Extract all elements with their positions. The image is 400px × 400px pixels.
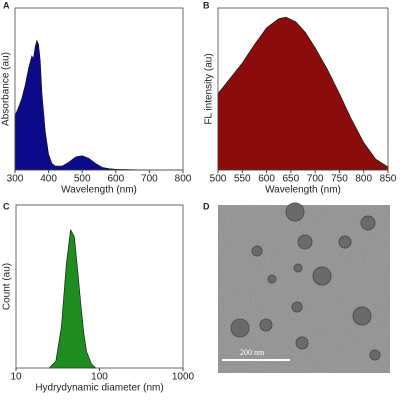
y-axis-label: Count (au) — [2, 263, 13, 310]
x-tick-label: 500 — [74, 174, 91, 185]
x-tick-label: 800 — [355, 174, 372, 185]
area — [48, 228, 97, 369]
x-axis-label: Wavelength (nm) — [265, 185, 341, 196]
x-tick-label: 100 — [91, 372, 108, 383]
x-tick-label: 1000 — [172, 372, 195, 383]
x-tick-label: 850 — [380, 174, 397, 185]
x-axis-label: Wavelength (nm) — [61, 185, 137, 196]
plot-frame — [217, 7, 389, 171]
y-axis-label: FL intensity (au) — [204, 53, 215, 124]
x-tick-label: 400 — [40, 174, 57, 185]
x-tick-label: 600 — [107, 174, 124, 185]
x-tick-label: 10 — [10, 372, 22, 383]
area — [217, 16, 389, 171]
panel-label: D — [203, 201, 210, 211]
area — [14, 39, 183, 171]
y-axis-label: Absorbance (au) — [1, 52, 12, 126]
scale-bar-label: 200 nm — [240, 348, 265, 357]
x-tick-label: 300 — [7, 174, 24, 185]
particles — [230, 202, 381, 361]
x-axis-label: Hydrydynamic diameter (nm) — [35, 383, 163, 394]
x-tick-label: 700 — [307, 174, 324, 185]
x-tick-label: 700 — [141, 174, 158, 185]
panel-label: A — [3, 0, 10, 10]
panel-label: C — [3, 201, 10, 211]
panel-label: B — [203, 0, 210, 10]
x-tick-label: 750 — [331, 174, 348, 185]
x-tick-label: 550 — [234, 174, 251, 185]
tem-image: 200 nm — [218, 202, 390, 373]
x-tick-label: 800 — [175, 174, 192, 185]
x-tick-label: 600 — [258, 174, 275, 185]
plot-frame — [14, 7, 184, 171]
x-tick-label: 650 — [283, 174, 300, 185]
plot-frame — [15, 204, 184, 369]
x-tick-label: 500 — [210, 174, 227, 185]
